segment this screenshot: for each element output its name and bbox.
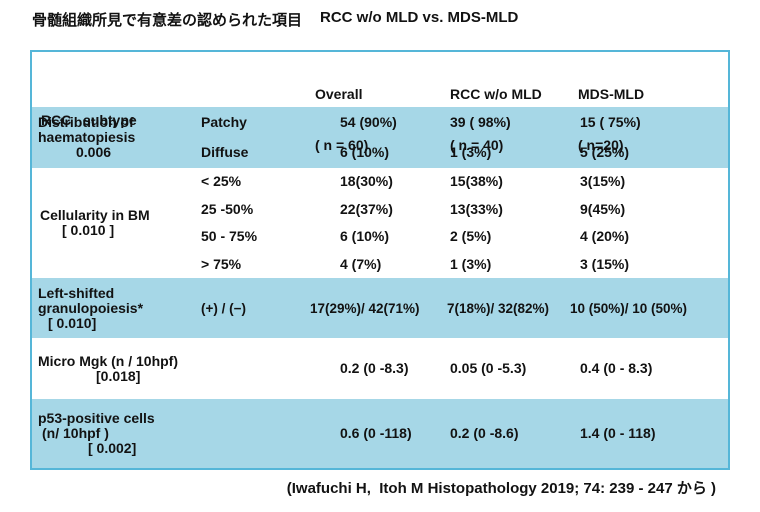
value-mds-mld: 9(45%): [580, 200, 626, 217]
header-rcc-wo-mld: RCC w/o MLD ( n = 40): [445, 52, 557, 188]
value-mds-mld: 15 ( 75%): [580, 113, 641, 130]
header-mds-mld-name: MDS-MLD: [578, 86, 645, 102]
value-overall: 22(37%): [340, 200, 393, 217]
row-label: Left-shifted granulopoiesis* [ 0.010]: [32, 278, 197, 338]
value-rcc-wo-mld: 0.05 (0 -5.3): [450, 360, 527, 376]
value-overall: 4 (7%): [340, 255, 382, 272]
header-rcc-subtype: RCC subtype: [41, 111, 137, 128]
subcategory-label: Diffuse: [201, 144, 249, 161]
header-rcc-wo-mld-n: ( n = 40): [450, 137, 504, 153]
table-row-micro-mgk: Micro Mgk (n / 10hpf) [0.018] 0.2 (0 -8.…: [32, 338, 728, 399]
table-subrow: 0.2 (0 -8.3) 0.05 (0 -5.3) 0.4 (0 - 8.3): [197, 361, 728, 376]
table-row-distribution: Distribution of haematopiesis 0.006 Patc…: [32, 107, 728, 168]
table-subrow: 25 -50% 22(37%) 13(33%) 9(45%): [197, 200, 728, 217]
header-overall-name: Overall: [315, 86, 363, 102]
table-subrow: (+) / (−) 17(29%)/ 42(71%) 7(18%)/ 32(82…: [197, 301, 728, 316]
value-overall: 6 (10%): [340, 228, 390, 245]
value-rcc-wo-mld: 2 (5%): [450, 228, 492, 245]
row-p-value: [0.018]: [96, 367, 141, 384]
page-title-japanese: 骨髄組織所見で有意差の認められた項目: [32, 12, 303, 29]
table-subrow: Diffuse 6 (10%) 1 (3%) 5 (25%): [197, 145, 728, 160]
value-rcc-wo-mld: 15(38%): [450, 173, 503, 190]
row-p-value: [ 0.010]: [48, 314, 97, 331]
value-rcc-wo-mld: 1 (3%): [450, 144, 492, 161]
value-overall: 0.6 (0 -118): [340, 425, 412, 441]
value-overall: 17(29%)/ 42(71%): [310, 300, 420, 316]
value-overall: 54 (90%): [340, 113, 397, 130]
row-values: < 25% 18(30%) 15(38%) 3(15%) 25 -50% 22(…: [197, 168, 728, 278]
subcategory-label: > 75%: [201, 255, 242, 272]
row-label-line: Left-shifted: [38, 284, 115, 301]
subcategory-label: < 25%: [201, 173, 242, 190]
value-mds-mld: 10 (50%)/ 10 (50%): [570, 300, 688, 316]
value-rcc-wo-mld: 0.2 (0 -8.6): [450, 425, 519, 441]
subcategory-label: Patchy: [201, 113, 247, 130]
row-label-line: p53-positive cells: [38, 410, 155, 426]
row-label-line: Micro Mgk (n / 10hpf): [38, 352, 178, 369]
value-rcc-wo-mld: 1 (3%): [450, 255, 492, 272]
row-label-line: haematopiesis: [38, 129, 136, 145]
value-rcc-wo-mld: 13(33%): [450, 200, 503, 217]
header-overall-n: ( n = 60): [315, 137, 369, 153]
value-overall: 0.2 (0 -8.3): [340, 360, 409, 376]
subcategory-label: 50 - 75%: [201, 228, 258, 245]
table-subrow: 50 - 75% 6 (10%) 2 (5%) 4 (20%): [197, 229, 728, 244]
row-p-value: 0.006: [76, 144, 112, 160]
table-subrow: < 25% 18(30%) 15(38%) 3(15%): [197, 174, 728, 189]
row-p-value: [ 0.002]: [88, 440, 137, 456]
subcategory-label: 25 -50%: [201, 200, 254, 217]
results-table: RCC subtype Overall ( n = 60) RCC w/o ML…: [30, 50, 730, 470]
row-label-line: (n/ 10hpf ): [42, 425, 109, 441]
row-label: Micro Mgk (n / 10hpf) [0.018]: [32, 338, 197, 399]
table-subrow: > 75% 4 (7%) 1 (3%) 3 (15%): [197, 255, 728, 272]
row-label-line: Distribution of: [38, 114, 134, 130]
header-mds-mld-n: ( n=20): [578, 137, 624, 153]
subcategory-label: [197, 361, 310, 376]
row-values: 0.2 (0 -8.3) 0.05 (0 -5.3) 0.4 (0 - 8.3): [197, 338, 728, 399]
table-subrow: Patchy 54 (90%) 39 ( 98%) 15 ( 75%): [197, 113, 728, 130]
citation: (Iwafuchi H, Itoh M Histopathology 2019;…: [286, 480, 716, 497]
value-overall: 18(30%): [340, 173, 393, 190]
value-rcc-wo-mld: 7(18%)/ 32(82%): [447, 300, 550, 316]
value-mds-mld: 4 (20%): [580, 228, 630, 245]
value-mds-mld: 3(15%): [580, 173, 626, 190]
table-row-cellularity: Cellularity in BM [ 0.010 ] < 25% 18(30%…: [32, 168, 728, 278]
header-mds-mld: MDS-MLD ( n=20): [557, 52, 728, 188]
row-values: (+) / (−) 17(29%)/ 42(71%) 7(18%)/ 32(82…: [197, 278, 728, 338]
value-mds-mld: 3 (15%): [580, 255, 630, 272]
subcategory-label: (+) / (−): [201, 300, 247, 316]
value-mds-mld: 0.4 (0 - 8.3): [580, 360, 653, 376]
table-row-p53: p53-positive cells (n/ 10hpf ) [ 0.002] …: [32, 399, 728, 468]
row-label: p53-positive cells (n/ 10hpf ) [ 0.002]: [32, 399, 197, 468]
row-p-value: [ 0.010 ]: [62, 222, 115, 238]
row-label-line: Cellularity in BM: [40, 207, 150, 223]
row-label: Distribution of haematopiesis 0.006: [32, 107, 197, 168]
header-rcc-wo-mld-name: RCC w/o MLD: [450, 86, 542, 102]
table-header-row: RCC subtype Overall ( n = 60) RCC w/o ML…: [32, 52, 728, 153]
value-mds-mld: 5 (25%): [580, 144, 630, 161]
page-title-comparison: RCC w/o MLD vs. MDS-MLD: [320, 9, 519, 26]
row-label: Cellularity in BM [ 0.010 ]: [32, 168, 197, 278]
table-subrow: 0.6 (0 -118) 0.2 (0 -8.6) 1.4 (0 - 118): [197, 426, 728, 441]
row-values: 0.6 (0 -118) 0.2 (0 -8.6) 1.4 (0 - 118): [197, 399, 728, 468]
page-title: 骨髄組織所見で有意差の認められた項目 RCC w/o MLD vs. MDS-M…: [32, 9, 518, 30]
row-label-line: granulopoiesis*: [38, 299, 144, 316]
value-rcc-wo-mld: 39 ( 98%): [450, 113, 511, 130]
subcategory-label: [197, 426, 310, 441]
row-values: Patchy 54 (90%) 39 ( 98%) 15 ( 75%) Diff…: [197, 107, 728, 168]
value-mds-mld: 1.4 (0 - 118): [580, 425, 656, 441]
header-overall: Overall ( n = 60): [310, 52, 445, 188]
table-row-granulopoiesis: Left-shifted granulopoiesis* [ 0.010] (+…: [32, 278, 728, 338]
value-overall: 6 (10%): [340, 144, 390, 161]
